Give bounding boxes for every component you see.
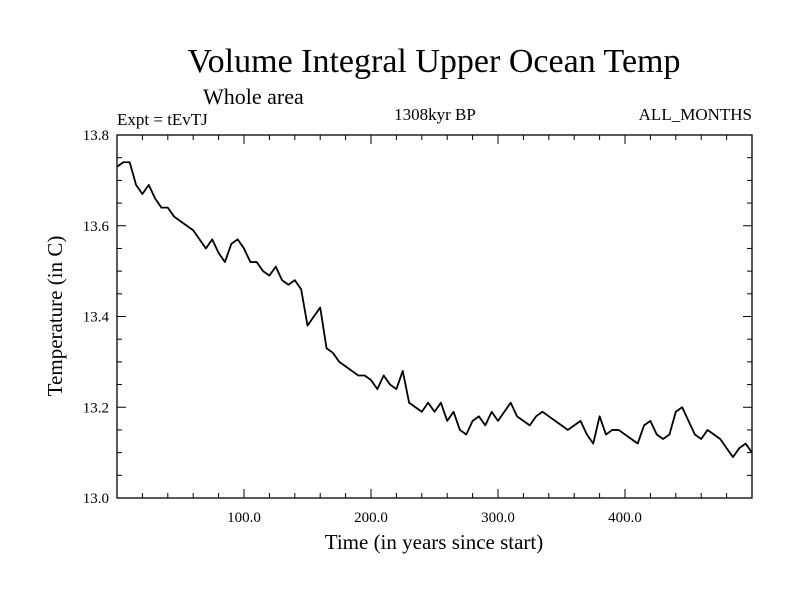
y-tick-labels: 13.0 13.2 13.4 13.6 13.8: [83, 128, 110, 507]
plot-frame: [116, 134, 753, 499]
x-tick-label: 100.0: [227, 510, 261, 526]
x-axis-label: Time (in years since start): [325, 530, 544, 554]
y-axis-label: Temperature (in C): [43, 236, 67, 397]
y-tick-label: 13.2: [83, 400, 109, 416]
x-tick-labels: 100.0 200.0 300.0 400.0: [227, 510, 642, 526]
months-label: ALL_MONTHS: [639, 105, 752, 124]
experiment-label: Expt = tEvTJ: [117, 110, 208, 129]
y-tick-label: 13.8: [83, 128, 109, 144]
chart-subtitle: Whole area: [203, 84, 304, 109]
y-tick-label: 13.0: [83, 491, 109, 507]
axis-ticks: [117, 135, 752, 498]
chart-title: Volume Integral Upper Ocean Temp: [188, 43, 681, 80]
x-tick-label: 300.0: [481, 510, 515, 526]
x-tick-label: 400.0: [608, 510, 642, 526]
x-tick-label: 200.0: [354, 510, 388, 526]
y-tick-label: 13.4: [83, 310, 110, 326]
y-tick-label: 13.6: [83, 219, 110, 235]
temperature-series-line: [116, 161, 753, 459]
period-label: 1308kyr BP: [394, 105, 476, 124]
